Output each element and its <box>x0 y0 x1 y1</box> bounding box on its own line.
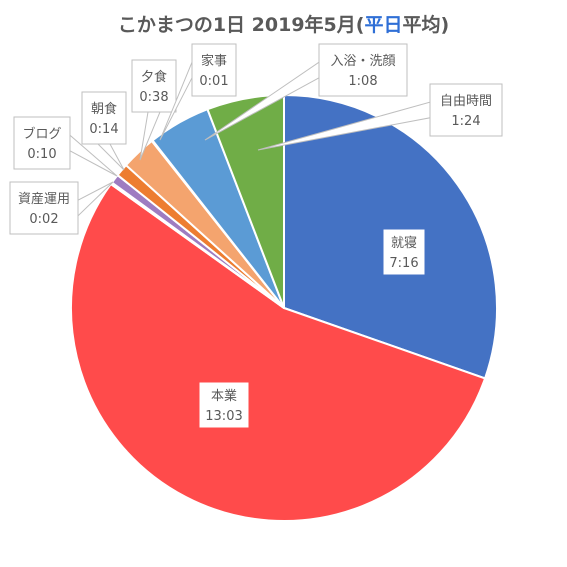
slice-label: 入浴・洗顔 1:08 <box>204 43 408 141</box>
slice-value: 0:38 <box>139 90 168 105</box>
slice-value: 1:08 <box>348 74 377 89</box>
slice-name: 本業 <box>211 388 237 404</box>
slice-label: 就寝 7:16 <box>383 229 425 275</box>
label-box <box>191 43 237 97</box>
label-box <box>131 59 177 113</box>
slice-label: 朝食 0:14 <box>81 91 127 171</box>
slice-label: 資産運用 0:02 <box>9 181 114 235</box>
slice-value: 0:02 <box>29 212 58 227</box>
slice-name: 家事 <box>201 53 227 69</box>
label-box <box>318 43 408 97</box>
slice-name: 朝食 <box>91 101 117 117</box>
slice-label: 夕食 0:38 <box>131 59 177 161</box>
slice-name: ブログ <box>22 126 61 142</box>
pie-slice <box>70 182 487 522</box>
slice-value: 0:01 <box>199 74 228 89</box>
slice-value: 0:14 <box>89 122 118 137</box>
slice-label: 家事 0:01 <box>159 43 237 141</box>
title-prefix: こかまつの1日 2019年5月( <box>117 14 365 36</box>
label-box <box>9 181 79 235</box>
slice-label: ブログ 0:10 <box>13 116 118 177</box>
slice-name: 自由時間 <box>440 94 492 109</box>
slice-label: 自由時間 1:24 <box>257 83 503 151</box>
slice-name: 資産運用 <box>18 191 70 207</box>
slice-value: 1:24 <box>451 114 480 129</box>
chart-title: こかまつの1日 2019年5月(平日平均) <box>0 10 567 37</box>
title-highlight: 平日 <box>364 14 403 36</box>
label-box <box>199 382 249 428</box>
title-suffix: 平均) <box>402 14 450 36</box>
slice-labels: 就寝 7:16 本業 13:03 資産運用 0:02 ブログ 0:10 朝食 0:14 夕食 0:38… <box>9 43 503 428</box>
label-box <box>383 229 425 275</box>
label-box <box>81 91 127 145</box>
label-box <box>429 83 503 137</box>
pie-slices <box>70 93 499 522</box>
slice-name: 就寝 <box>391 235 417 251</box>
label-box <box>13 116 71 170</box>
slice-value: 13:03 <box>205 409 242 424</box>
slice-value: 7:16 <box>389 256 418 271</box>
slice-name: 入浴・洗顔 <box>330 54 395 69</box>
slice-value: 0:10 <box>27 147 56 162</box>
slice-name: 夕食 <box>141 69 167 85</box>
slice-label: 本業 13:03 <box>199 382 249 428</box>
